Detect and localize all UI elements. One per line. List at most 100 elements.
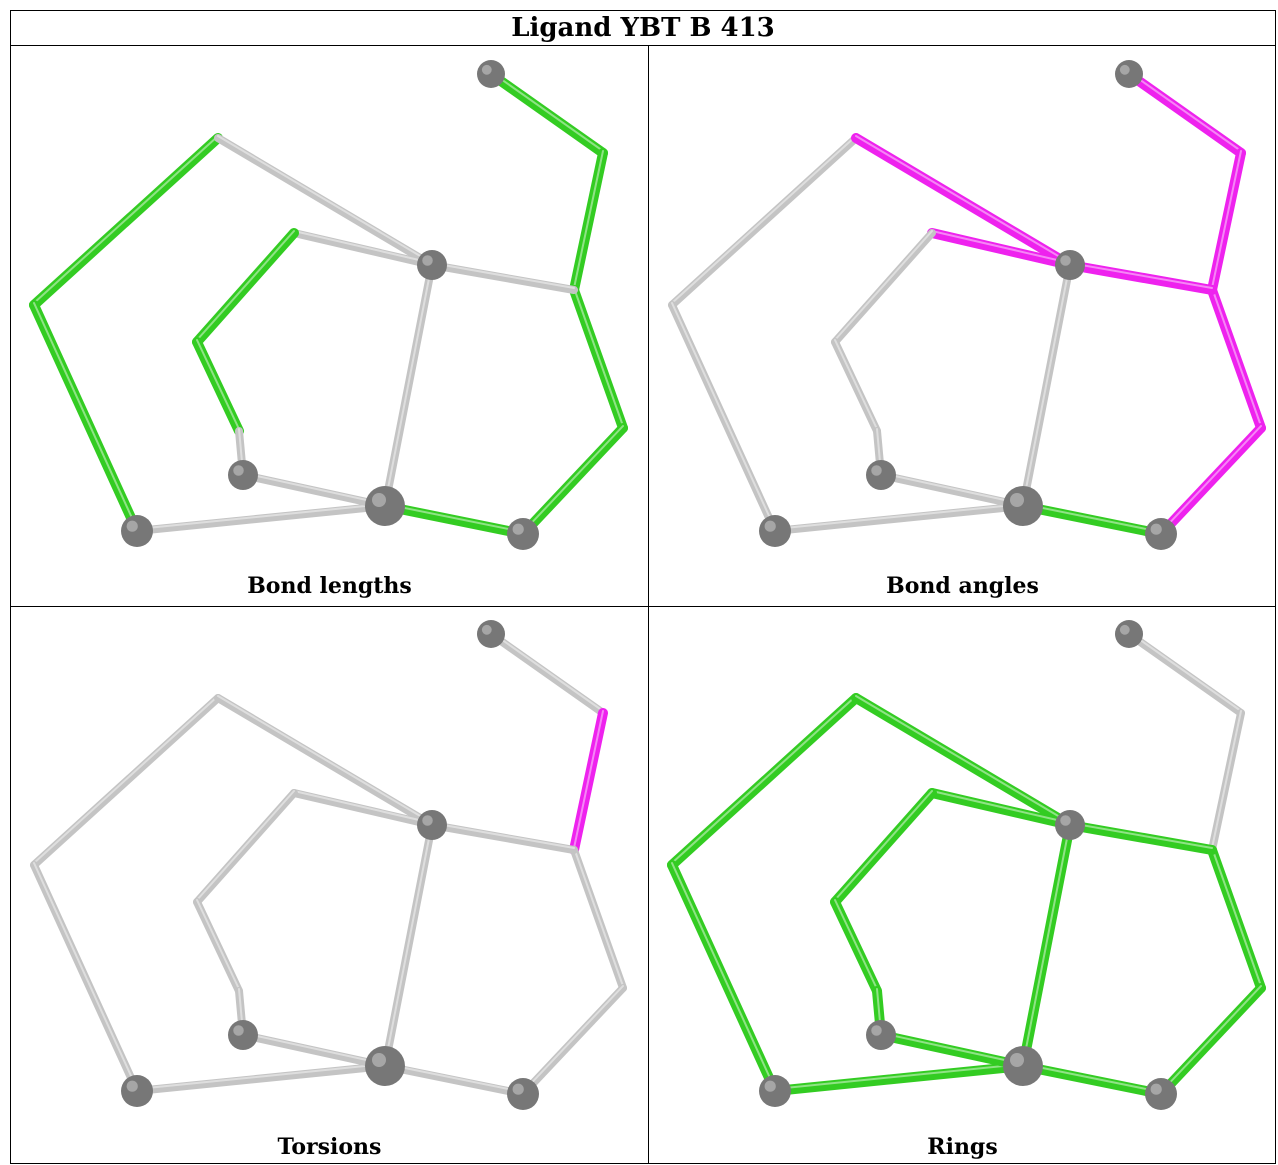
atom-shine: [126, 520, 138, 532]
bond-shine: [1069, 822, 1213, 849]
atom-shine: [233, 465, 244, 476]
bond-id-cb: [877, 471, 1027, 510]
bond-la-ca: [851, 693, 1075, 830]
atom-sphere: [1055, 810, 1085, 840]
bond-shine: [384, 1063, 524, 1093]
atom-shine: [1119, 64, 1130, 75]
bond-rb-cb: [380, 501, 528, 539]
atom-sphere: [365, 1046, 405, 1086]
atom-sphere: [1003, 486, 1043, 526]
bond-shine: [834, 230, 933, 341]
atom-shine: [1010, 1053, 1024, 1067]
molecule-view: [667, 620, 1266, 1110]
bond-la-ca: [851, 133, 1075, 270]
bond-shine: [1211, 710, 1242, 849]
bond-r3-rb: [1156, 423, 1266, 539]
bond-r1-r2: [1208, 709, 1245, 854]
bond-lc-cb: [133, 502, 389, 535]
atom-sphere: [1115, 620, 1143, 648]
atom-sphere: [1115, 60, 1143, 88]
bond-shine: [1211, 287, 1262, 427]
atom-shine: [1060, 815, 1071, 826]
bond-rb-cb: [1018, 1061, 1166, 1099]
bond-shine: [33, 135, 219, 304]
bond-shine: [855, 135, 1071, 264]
panel-bond-angles: Bond angles: [649, 47, 1276, 606]
atom-sphere: [759, 1075, 791, 1107]
figure-title: Ligand YBT B 413: [10, 10, 1276, 46]
bond-ca-r2: [428, 821, 578, 854]
bond-cb-ca: [1018, 820, 1075, 1071]
bond-shine: [196, 790, 295, 901]
bond-ib-ic: [192, 337, 244, 436]
bond-shine: [217, 135, 433, 264]
bond-ia-ib: [830, 788, 937, 907]
bond-ia-ca: [290, 789, 436, 829]
bond-ia-ca: [927, 788, 1075, 830]
bond-ib-ic: [831, 338, 881, 435]
atom-sphere: [477, 620, 505, 648]
bond-shine: [1022, 1063, 1162, 1093]
atom-sphere: [866, 460, 896, 490]
bond-shine: [855, 695, 1071, 824]
panel-bond-lengths: Bond lengths: [11, 47, 648, 606]
molecule-view: [30, 620, 627, 1110]
bond-shine: [880, 1032, 1024, 1065]
bond-shine: [242, 1032, 386, 1065]
bond-shine: [1211, 847, 1262, 987]
bond-r1-r2: [1207, 148, 1246, 295]
panel-caption: Bond lengths: [247, 573, 412, 599]
bond-r2-r3: [569, 285, 628, 433]
atom-sphere: [417, 810, 447, 840]
panel-torsions: Torsions: [11, 607, 648, 1164]
grid-divider-horizontal: [10, 606, 1276, 607]
bond-lb-lc: [668, 301, 779, 535]
bond-la-ca: [214, 134, 436, 269]
bond-shine: [931, 230, 1071, 264]
atom-shine: [481, 64, 492, 75]
panel-caption: Bond angles: [886, 573, 1039, 599]
bond-cb-ca: [381, 261, 436, 510]
bond-shine: [490, 631, 604, 712]
atom-sphere: [1055, 250, 1085, 280]
bond-ia-ib: [831, 229, 936, 346]
atom-shine: [871, 1025, 882, 1036]
bond-r3-rb: [519, 984, 627, 1098]
bond-la-lb: [29, 133, 223, 310]
bond-shine: [196, 230, 295, 341]
bond-la-lb: [667, 693, 861, 870]
atom-shine: [512, 523, 524, 535]
bond-lb-lc: [29, 300, 142, 536]
bond-ib-ic: [830, 897, 882, 996]
atom-sphere: [228, 1020, 258, 1050]
bond-r1-r2: [569, 148, 608, 295]
bond-shine: [671, 302, 776, 530]
bond-shine: [774, 1063, 1024, 1090]
molecule-view: [668, 60, 1266, 550]
bond-shine: [1160, 425, 1262, 533]
atom-shine: [1119, 624, 1130, 635]
bond-shine: [136, 1063, 386, 1090]
bond-shine: [1022, 503, 1162, 533]
bond-rb-cb: [1018, 501, 1166, 539]
atom-sphere: [417, 250, 447, 280]
atom-sphere: [1003, 1046, 1043, 1086]
atom-shine: [481, 624, 492, 635]
atom-shine: [1150, 523, 1162, 535]
bond-ca-r2: [1065, 820, 1217, 855]
bond-top-r1: [487, 630, 607, 717]
atom-sphere: [1145, 1078, 1177, 1110]
bond-shine: [431, 262, 575, 289]
bond-cb-ca: [1019, 261, 1074, 510]
bond-ib-ic: [193, 898, 243, 995]
bond-shine: [1211, 150, 1242, 289]
atom-sphere: [507, 1078, 539, 1110]
atom-shine: [422, 815, 433, 826]
atom-shine: [372, 1053, 386, 1067]
bond-shine: [671, 862, 776, 1090]
bond-shine: [522, 985, 624, 1093]
bond-shine: [1022, 822, 1071, 1065]
atom-sphere: [121, 1075, 153, 1107]
bond-shine: [671, 695, 857, 864]
bond-shine: [931, 790, 1071, 824]
